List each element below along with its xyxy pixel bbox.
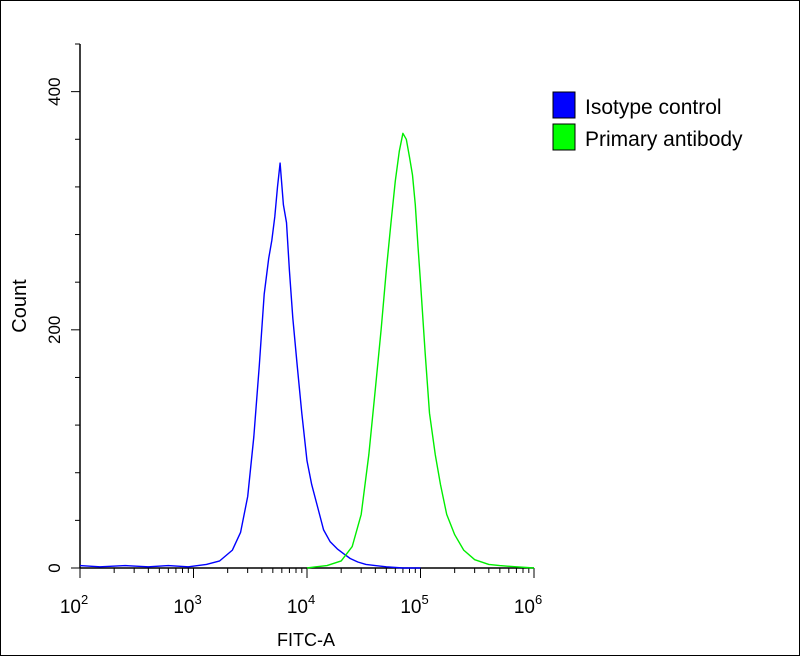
y-tick-label: 200 [45,316,64,344]
y-tick-label: 400 [45,77,64,105]
x-tick-label: 102 [60,592,88,618]
legend-swatch-primary-antibody [552,123,576,151]
axes [79,44,534,569]
x-tick-label: 105 [400,592,428,618]
x-tick-label: 106 [514,592,542,618]
x-tick-label: 103 [173,592,201,618]
x-tick-label: 104 [287,592,315,618]
x-ticks: 102 103 104 105 106 [60,568,542,618]
series-lines [79,132,535,569]
legend: Isotype control Primary antibody [552,91,743,151]
legend-label-isotype-control: Isotype control [585,96,722,119]
y-axis-label: Count [9,279,31,333]
x-axis-label: FITC-A [277,630,335,650]
y-ticks: 0 200 400 [45,43,80,573]
y-tick-label: 0 [45,563,64,572]
series-line-primary-antibody [306,132,535,569]
series-line-isotype-control [79,162,421,569]
legend-label-primary-antibody: Primary antibody [585,128,743,151]
legend-swatch-isotype-control [552,91,576,119]
